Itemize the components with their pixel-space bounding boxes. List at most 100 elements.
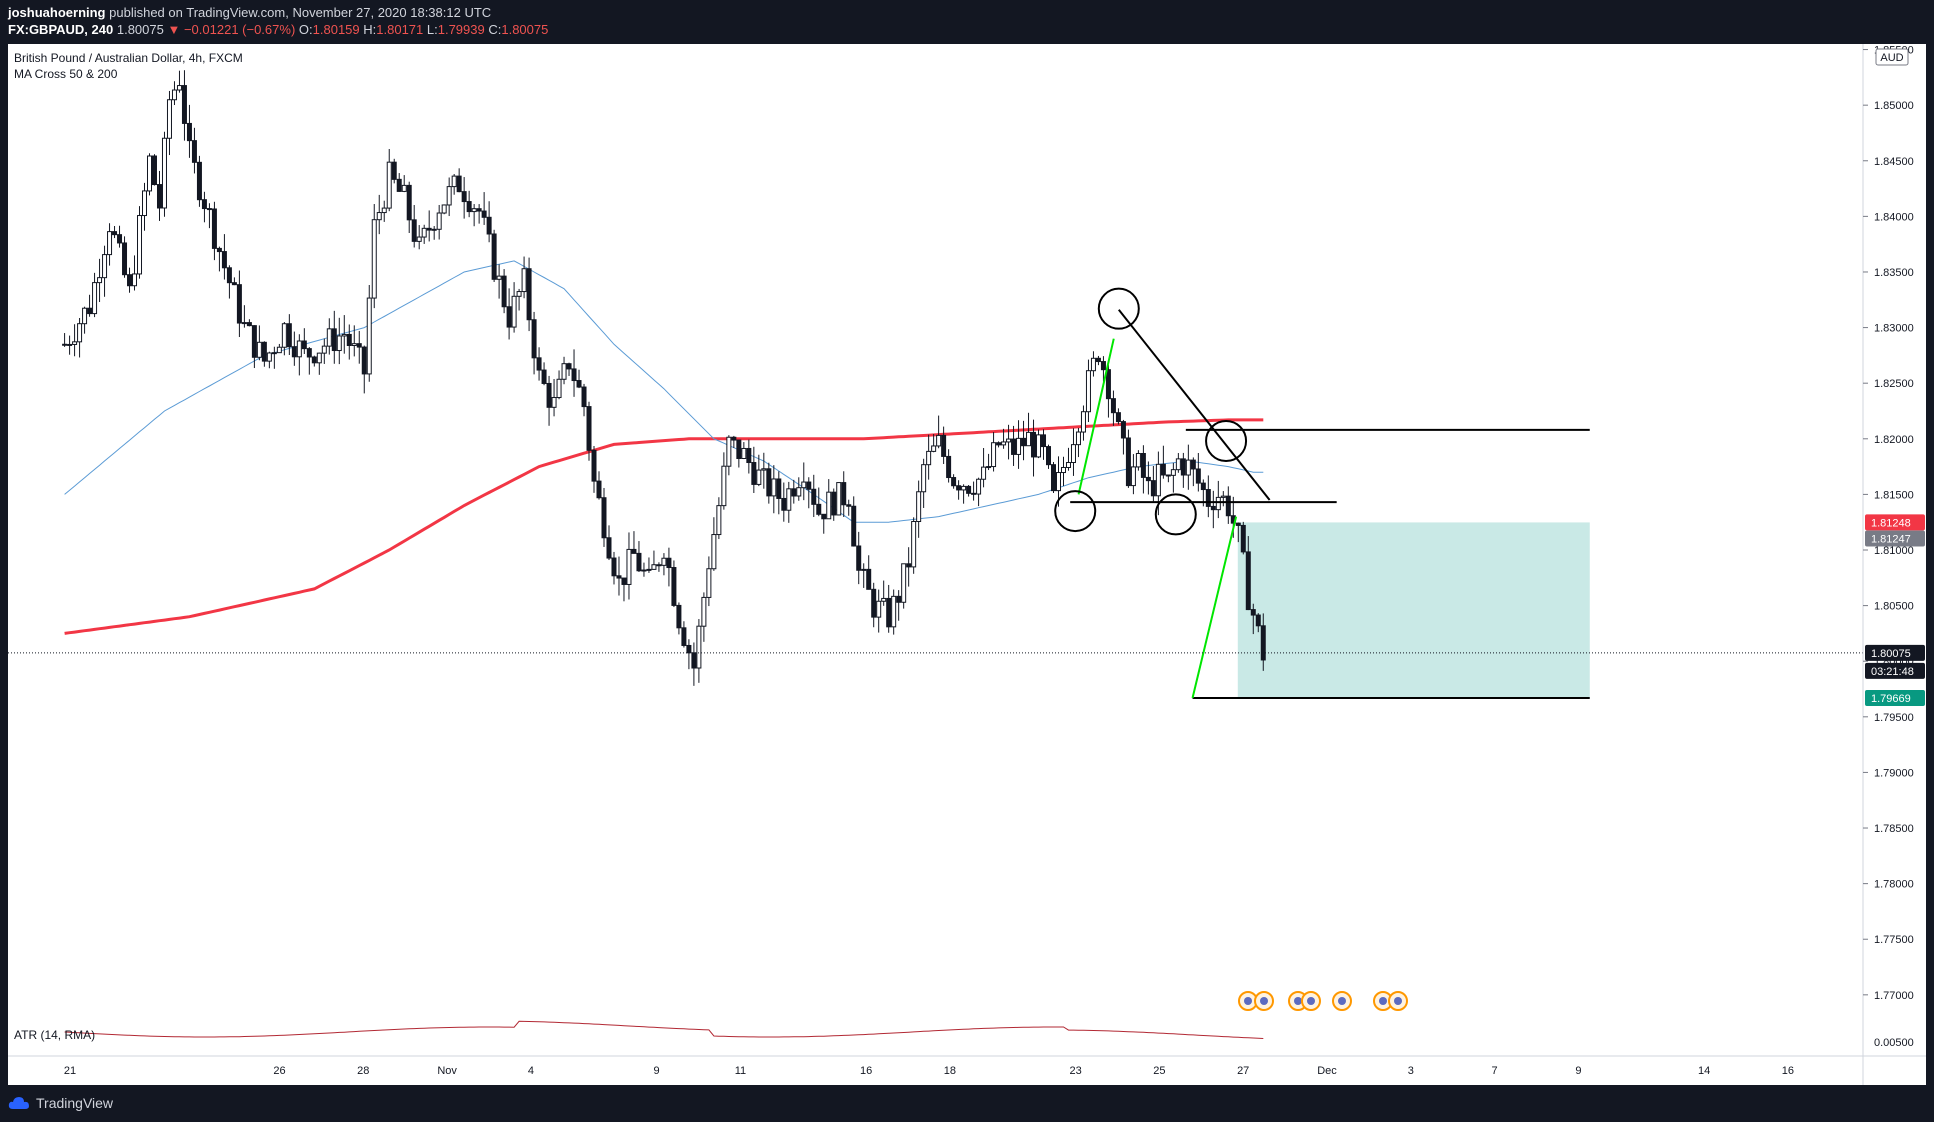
x-tick-label: 7 — [1492, 1065, 1498, 1077]
candle-body — [456, 175, 462, 193]
chart-area[interactable]: 1.855001.850001.845001.840001.835001.830… — [8, 44, 1926, 1085]
candle-body — [62, 343, 68, 346]
candle-body — [1130, 466, 1136, 487]
candle-body — [122, 242, 128, 276]
candle-body — [1145, 476, 1151, 482]
candle-body — [117, 234, 123, 244]
candle-body — [196, 161, 202, 201]
candle-body — [486, 216, 492, 235]
candle-body — [731, 436, 737, 441]
candle-body — [616, 575, 622, 579]
candle-body — [911, 521, 917, 568]
candle-body — [1190, 459, 1196, 470]
candle-body — [906, 563, 912, 568]
candle-body — [531, 319, 537, 359]
currency-label: AUD — [1880, 52, 1903, 64]
candle-body — [181, 85, 187, 124]
x-tick-label: 21 — [64, 1065, 76, 1077]
candle-body — [276, 346, 282, 354]
candle-body — [861, 568, 867, 571]
y-tick-label: 1.79000 — [1874, 767, 1914, 779]
top-bar: joshuahoerning published on TradingView.… — [0, 0, 1934, 44]
publisher-name[interactable]: joshuahoerning — [8, 5, 106, 20]
candle-body — [1170, 469, 1176, 476]
candle-body — [1070, 444, 1076, 464]
candle-body — [97, 277, 103, 284]
candle-body — [481, 210, 487, 218]
candle-body — [376, 212, 382, 221]
candle-body — [536, 357, 542, 371]
y-tick-label: 1.78500 — [1874, 823, 1914, 835]
candle-body — [356, 343, 362, 348]
price-label: 03:21:48 — [1871, 666, 1914, 678]
candle-body — [696, 625, 702, 669]
y-tick-label: 1.77500 — [1874, 934, 1914, 946]
candle-body — [711, 534, 717, 570]
candle-body — [241, 322, 247, 325]
price-label: 1.79669 — [1871, 693, 1911, 705]
candle-body — [451, 175, 457, 188]
high-value: 1.80171 — [376, 22, 424, 37]
candle-body — [1026, 431, 1032, 447]
candle-body — [981, 466, 987, 480]
y-tick-label: 1.81500 — [1874, 489, 1914, 501]
candle-body — [466, 201, 472, 213]
candle-body — [401, 184, 407, 192]
candle-body — [961, 485, 967, 491]
candle-body — [1195, 468, 1201, 484]
candle-body — [127, 274, 133, 287]
candle-body — [941, 434, 947, 457]
candle-body — [1210, 505, 1216, 511]
candle-body — [501, 275, 507, 308]
tradingview-logo[interactable]: TradingView — [8, 1095, 113, 1111]
candle-body — [1240, 524, 1246, 553]
candle-body — [701, 596, 707, 627]
price-label-bg — [1865, 662, 1925, 679]
y-tick-label: 1.81000 — [1874, 545, 1914, 557]
candle-body — [301, 340, 307, 350]
candle-body — [741, 447, 747, 459]
x-tick-label: 4 — [528, 1065, 534, 1077]
candle-body — [671, 567, 677, 606]
candle-body — [636, 552, 642, 572]
candle-body — [681, 627, 687, 646]
candle-body — [316, 352, 322, 364]
candle-body — [926, 450, 932, 466]
candle-body — [77, 323, 83, 343]
candle-body — [236, 284, 242, 324]
candle-body — [461, 191, 467, 203]
candle-body — [976, 478, 982, 495]
candle-body — [576, 380, 582, 388]
candle-body — [201, 199, 207, 210]
candle-body — [1135, 452, 1141, 468]
x-tick-label: 11 — [735, 1065, 746, 1077]
symbol: FX:GBPAUD, 240 — [8, 22, 114, 37]
candle-body — [361, 346, 367, 375]
candle-body — [1120, 421, 1126, 439]
candle-body — [746, 447, 752, 464]
candle-body — [1115, 412, 1121, 423]
candle-body — [371, 219, 377, 299]
last-price: 1.80075 — [116, 22, 164, 37]
candle-body — [946, 455, 952, 479]
green-leg-line — [1077, 338, 1115, 495]
candle-body — [1016, 437, 1022, 455]
pattern-circle — [1054, 490, 1097, 533]
x-tick-label: 16 — [860, 1065, 872, 1077]
low-value: 1.79939 — [437, 22, 485, 37]
candle-body — [561, 363, 567, 380]
green-leg-line — [1191, 516, 1238, 699]
candle-body — [161, 137, 167, 209]
candle-body — [811, 488, 817, 505]
candle-body — [786, 488, 792, 511]
candle-body — [1021, 437, 1027, 447]
candle-body — [496, 275, 502, 280]
candle-body — [966, 485, 972, 494]
candle-body — [551, 397, 557, 408]
price-chart[interactable]: 1.855001.850001.845001.840001.835001.830… — [8, 44, 1926, 1085]
candle-body — [971, 492, 977, 495]
publisher-line: joshuahoerning published on TradingView.… — [8, 5, 491, 20]
candle-body — [901, 563, 907, 603]
currency-badge[interactable] — [1875, 48, 1909, 66]
candle-body — [431, 228, 437, 231]
